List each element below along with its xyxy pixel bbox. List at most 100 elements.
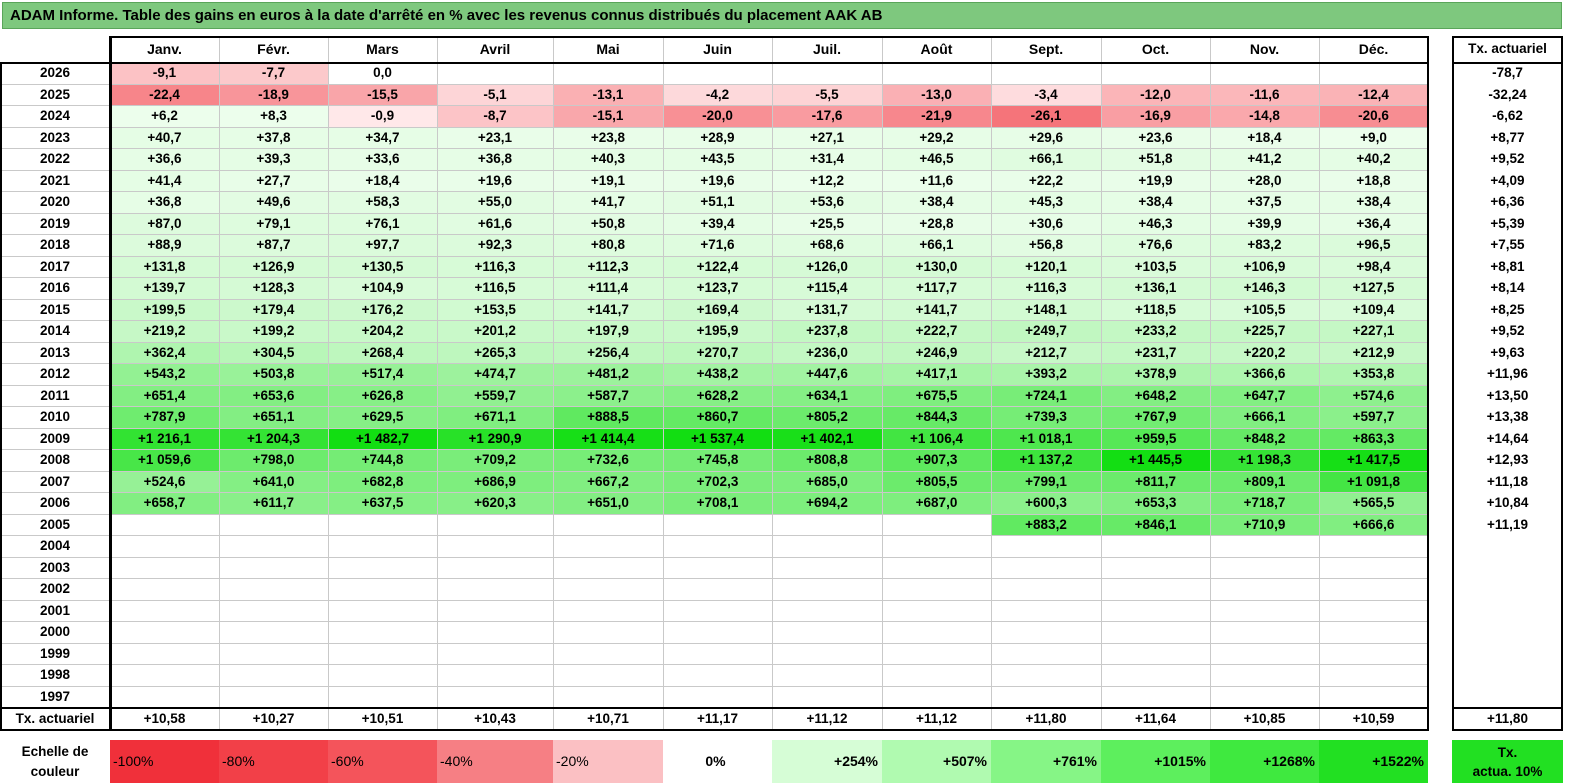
table-row: 2000 [0, 621, 1428, 643]
year-label: 2017 [39, 258, 71, 274]
footer-value: +10,51 [361, 711, 404, 726]
header-separator [0, 62, 1429, 64]
table-row: 1997 [0, 686, 1428, 708]
gain-cell: +805,2 [772, 406, 882, 428]
gain-cell [553, 664, 663, 686]
year-col-border [109, 36, 111, 731]
tx-value: +7,55 [1490, 237, 1525, 252]
gain-cell: +103,5 [1101, 255, 1210, 277]
legend-step: +1015% [1101, 740, 1210, 783]
legend-step: -80% [219, 740, 328, 783]
gain-cell: +304,5 [219, 341, 328, 363]
table-row: 2006 +658,7 +611,7 +637,5 +620,3 +651,0 +708,1… [0, 492, 1428, 514]
month-header: Oct. [1141, 41, 1170, 57]
gain-cell: +38,4 [1319, 191, 1428, 213]
gain-cell [663, 643, 772, 665]
gain-cell: +39,9 [1210, 212, 1319, 234]
gain-cell: +66,1 [991, 148, 1101, 170]
gain-cell [882, 578, 991, 600]
gain-cell: -0,9 [328, 105, 437, 127]
grid-line [1101, 36, 1102, 731]
gain-cell [1319, 535, 1428, 557]
gain-cell: +799,1 [991, 470, 1101, 492]
gain-cell: +39,4 [663, 212, 772, 234]
gain-cell: +798,0 [219, 449, 328, 471]
gain-cell: +6,2 [110, 105, 219, 127]
gain-cell: -12,0 [1101, 83, 1210, 105]
grid-line [0, 191, 1428, 192]
gain-cell: +1 091,8 [1319, 470, 1428, 492]
gain-cell: 0,0 [373, 65, 392, 80]
gain-cell: -5,5 [772, 83, 882, 105]
table-row: 2010 +787,9 +651,1 +629,5 +671,1 +888,5 +860,7… [0, 406, 1428, 428]
gain-cell: +131,7 [772, 298, 882, 320]
gain-cell [1210, 62, 1319, 84]
gain-cell: +732,6 [553, 449, 663, 471]
gain-cell: +56,8 [991, 234, 1101, 256]
table-row: 2005 +883,2 +846,1 +710,9 +666,6 [0, 513, 1428, 536]
grid-line [0, 578, 1428, 579]
legend-label-line2: couleur [30, 764, 80, 779]
year-label: 2007 [39, 473, 71, 489]
gain-cell: +22,2 [991, 169, 1101, 191]
grid-line [219, 36, 220, 731]
gain-cell: +97,7 [328, 234, 437, 256]
gain-cell: +246,9 [882, 341, 991, 363]
grid-line [0, 341, 1428, 343]
gain-cell: +417,1 [882, 363, 991, 385]
gain-cell: +270,7 [663, 341, 772, 363]
legend-step: -20% [553, 740, 663, 783]
year-label: 2025 [39, 86, 71, 102]
gain-cell: +169,4 [663, 298, 772, 320]
year-label: 2024 [39, 108, 71, 123]
gain-cell: +438,2 [663, 363, 772, 385]
grid-line [0, 599, 1428, 601]
grid-line [0, 126, 1428, 128]
table-row: 2002 [0, 578, 1428, 600]
tx-value [1452, 557, 1563, 579]
gain-cell [772, 557, 882, 579]
gain-cell: +204,2 [328, 320, 437, 342]
gain-cell [991, 686, 1101, 708]
gain-cell: -13,1 [553, 83, 663, 105]
gain-cell: +1 137,2 [991, 449, 1101, 471]
gain-cell: +597,7 [1319, 406, 1428, 428]
tx-value: +13,50 [1486, 387, 1529, 403]
gain-cell: +141,7 [553, 298, 663, 320]
gain-cell: +120,1 [991, 255, 1101, 277]
footer-value: +11,12 [916, 711, 957, 726]
gain-cell [1319, 557, 1428, 579]
table-row: 2004 [0, 535, 1428, 557]
gain-cell: +393,2 [991, 363, 1101, 385]
gain-cell: +19,9 [1101, 169, 1210, 191]
gain-cell: +31,4 [772, 148, 882, 170]
gain-cell: +1 402,1 [772, 427, 882, 449]
grid-line [0, 470, 1428, 472]
gain-cell: -22,4 [110, 83, 219, 105]
gain-cell [1319, 578, 1428, 600]
tx-header-separator [1452, 62, 1563, 64]
footer-value: +10,59 [1352, 711, 1395, 726]
gain-cell: +626,8 [328, 384, 437, 406]
gain-cell: +201,2 [437, 320, 553, 342]
gain-cell: +651,1 [219, 406, 328, 428]
legend-tx-swatch: Tx. actua. 10% [1452, 740, 1563, 783]
gain-cell: +474,7 [437, 363, 553, 385]
table-row: 2016 +139,7 +128,3 +104,9 +116,5 +111,4 +123,7… [0, 277, 1428, 299]
gain-cell [437, 578, 553, 600]
year-label: 2004 [39, 538, 71, 553]
gain-cell: +51,1 [663, 191, 772, 213]
gain-cell [1210, 578, 1319, 600]
gain-cell [1101, 643, 1210, 665]
year-label: 2023 [39, 129, 71, 145]
gain-cell: +237,8 [772, 320, 882, 342]
gain-cell [110, 514, 219, 536]
gain-cell: +629,5 [328, 406, 437, 428]
gain-cell: -17,6 [772, 105, 882, 127]
grid-line [0, 535, 1428, 536]
gain-cell: +71,6 [663, 234, 772, 256]
gain-cell [882, 643, 991, 665]
gain-cell: +106,9 [1210, 255, 1319, 277]
gain-cell: +1 216,1 [110, 427, 219, 449]
gain-cell: +846,1 [1101, 513, 1210, 535]
